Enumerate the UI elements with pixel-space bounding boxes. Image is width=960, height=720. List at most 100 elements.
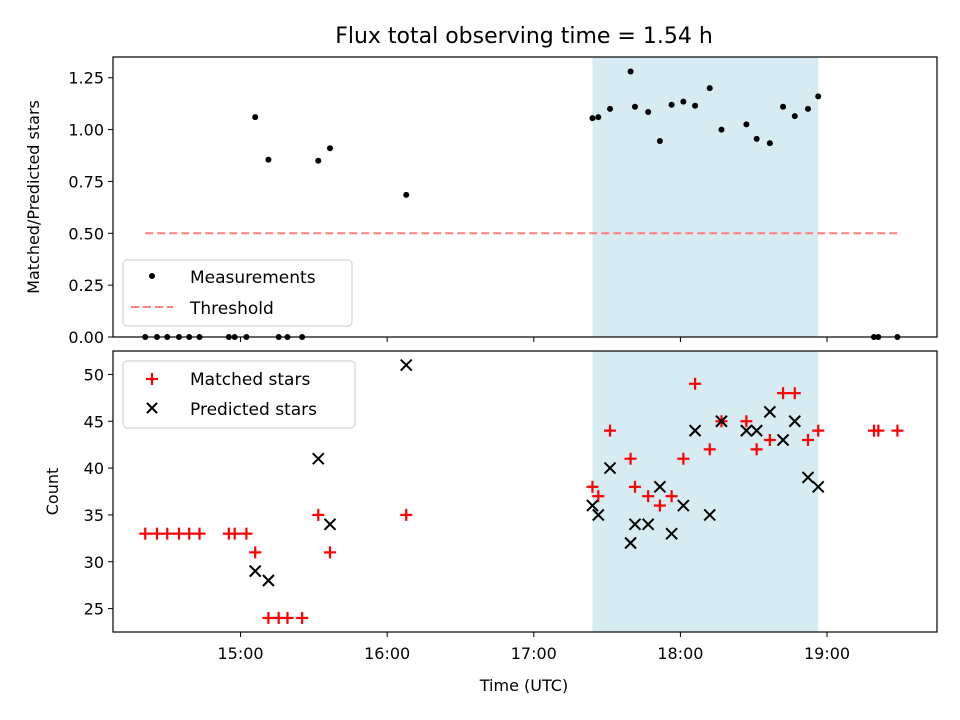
predicted-star-point — [750, 424, 763, 437]
measurement-points — [142, 68, 901, 340]
measurement-point — [743, 121, 750, 128]
measurement-point — [595, 114, 602, 121]
top-y-tick-label: 0.75 — [68, 172, 104, 191]
matched-star-point — [240, 527, 253, 540]
top-panel: 0.00 0.25 0.50 0.75 1.00 1.25 Matched/Predict… — [24, 56, 938, 347]
predicted-star-point — [653, 480, 667, 494]
top-y-axis-label: Matched/Predicted stars — [24, 100, 43, 294]
top-y-tick-label: 0.00 — [68, 328, 104, 347]
predicted-star-point — [323, 518, 337, 531]
legend-matched-marker — [146, 373, 158, 385]
matched-star-point — [172, 527, 185, 540]
measurement-point — [780, 103, 787, 110]
matched-star-point — [703, 443, 716, 456]
measurement-point — [815, 93, 822, 100]
matched-star-point — [139, 527, 152, 540]
matched-star-point — [665, 490, 678, 503]
matched-star-point — [624, 452, 637, 465]
matched-star-point — [262, 611, 275, 624]
top-axis-ticks: 0.00 0.25 0.50 0.75 1.00 1.25 — [68, 69, 828, 347]
bottom-y-tick-label: 45 — [84, 412, 104, 431]
matched-star-point — [740, 415, 753, 428]
measurement-point — [706, 85, 713, 92]
legend-predicted-marker — [146, 402, 158, 414]
x-axis-label: Time (UTC) — [479, 676, 568, 695]
predicted-star-point — [400, 358, 413, 372]
measurement-point — [631, 103, 638, 110]
measurement-point — [315, 157, 322, 164]
measurement-point — [607, 105, 614, 112]
legend-measurements-label: Measurements — [190, 268, 316, 288]
predicted-star-point — [586, 499, 599, 512]
matched-star-point — [763, 433, 776, 446]
matched-star-point — [249, 546, 262, 559]
matched-star-point — [604, 424, 617, 437]
matched-star-point — [193, 527, 206, 540]
matched-star-point — [689, 377, 702, 390]
x-tick-label: 17:00 — [511, 644, 557, 663]
predicted-star-point — [665, 527, 678, 540]
predicted-star-point — [763, 405, 777, 419]
legend-matched-label: Matched stars — [190, 370, 310, 390]
matched-star-point — [642, 490, 655, 503]
top-axes-frame — [112, 56, 938, 338]
top-y-tick-label: 1.00 — [68, 121, 104, 140]
x-tick-label: 18:00 — [657, 644, 703, 663]
matched-star-point — [677, 452, 690, 465]
top-legend-box — [122, 259, 353, 327]
measurement-point — [791, 113, 798, 120]
predicted-star-point — [703, 508, 716, 522]
bottom-axis-ticks: 25 30 35 40 45 50 15:00 16:00 17:00 18:00 19:00 — [84, 365, 850, 663]
predicted-star-point — [788, 415, 801, 428]
x-tick-label: 15:00 — [218, 644, 264, 663]
bottom-y-tick-label: 50 — [84, 365, 104, 384]
bottom-y-tick-label: 25 — [84, 600, 104, 619]
count-points — [139, 358, 904, 624]
bottom-axes-frame — [112, 350, 938, 633]
measurement-point — [668, 101, 675, 108]
measurement-point — [265, 156, 272, 163]
predicted-star-point — [628, 518, 642, 531]
x-tick-label: 16:00 — [364, 644, 410, 663]
matched-star-point — [653, 499, 666, 512]
measurement-point — [753, 135, 760, 142]
predicted-star-point — [776, 433, 790, 447]
bottom-y-axis-label: Count — [43, 468, 62, 516]
matched-star-point — [281, 611, 294, 624]
bottom-legend-box — [122, 360, 356, 429]
bottom-legend: Matched stars Predicted stars — [122, 360, 356, 429]
predicted-star-point — [688, 424, 702, 437]
predicted-star-point — [603, 461, 617, 475]
top-y-tick-label: 0.25 — [68, 276, 104, 295]
matched-star-point — [400, 508, 413, 521]
top-y-tick-label: 0.50 — [68, 224, 104, 243]
matched-star-point — [628, 480, 641, 493]
matched-star-point — [777, 387, 790, 400]
top-legend: Measurements Threshold — [122, 259, 353, 327]
bottom-y-tick-label: 30 — [84, 553, 104, 572]
measurement-point — [804, 105, 811, 112]
predicted-star-point — [312, 452, 325, 465]
matched-star-point — [228, 527, 241, 540]
matched-star-point — [161, 527, 174, 540]
top-shaded-band — [592, 57, 819, 337]
matched-star-point — [801, 433, 814, 446]
predicted-star-point — [740, 424, 753, 437]
predicted-star-point — [592, 508, 605, 522]
measurement-point — [692, 102, 699, 109]
measurement-point — [656, 138, 663, 144]
matched-star-point — [812, 424, 825, 437]
matched-star-point — [150, 527, 163, 540]
chart-title: Flux total observing time = 1.54 h — [335, 24, 713, 49]
legend-measurements-marker — [149, 273, 155, 279]
measurement-point — [589, 115, 596, 122]
measurement-point — [403, 191, 410, 198]
matched-star-point — [312, 508, 325, 521]
bottom-y-tick-label: 35 — [84, 506, 104, 525]
matched-star-point — [586, 480, 599, 493]
measurement-point — [326, 145, 333, 152]
predicted-star-point — [624, 536, 637, 550]
bottom-shaded-band — [592, 351, 819, 632]
predicted-star-point — [801, 471, 815, 484]
